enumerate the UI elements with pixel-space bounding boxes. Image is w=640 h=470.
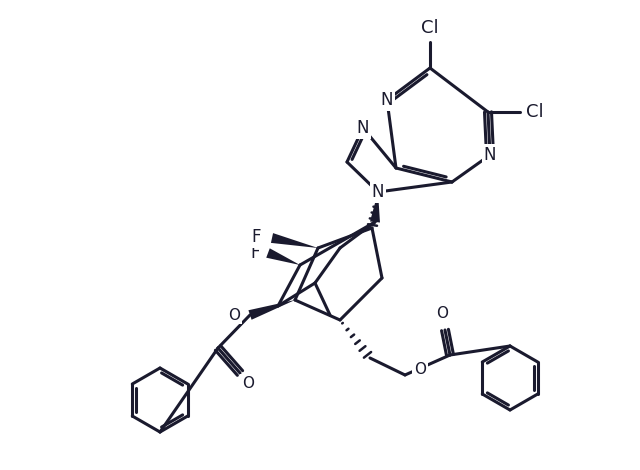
Polygon shape <box>248 300 295 320</box>
Polygon shape <box>271 233 318 248</box>
Polygon shape <box>266 248 300 265</box>
Text: O: O <box>414 362 426 377</box>
Text: Cl: Cl <box>526 103 544 121</box>
Text: N: N <box>372 183 384 201</box>
Text: N: N <box>356 119 369 137</box>
Text: Cl: Cl <box>421 19 439 37</box>
Text: O: O <box>436 306 448 321</box>
Text: N: N <box>381 91 393 109</box>
Polygon shape <box>370 192 380 222</box>
Text: O: O <box>228 307 240 322</box>
Text: O: O <box>242 376 254 391</box>
Text: F: F <box>252 228 260 246</box>
Text: F: F <box>250 244 260 262</box>
Text: N: N <box>484 146 496 164</box>
